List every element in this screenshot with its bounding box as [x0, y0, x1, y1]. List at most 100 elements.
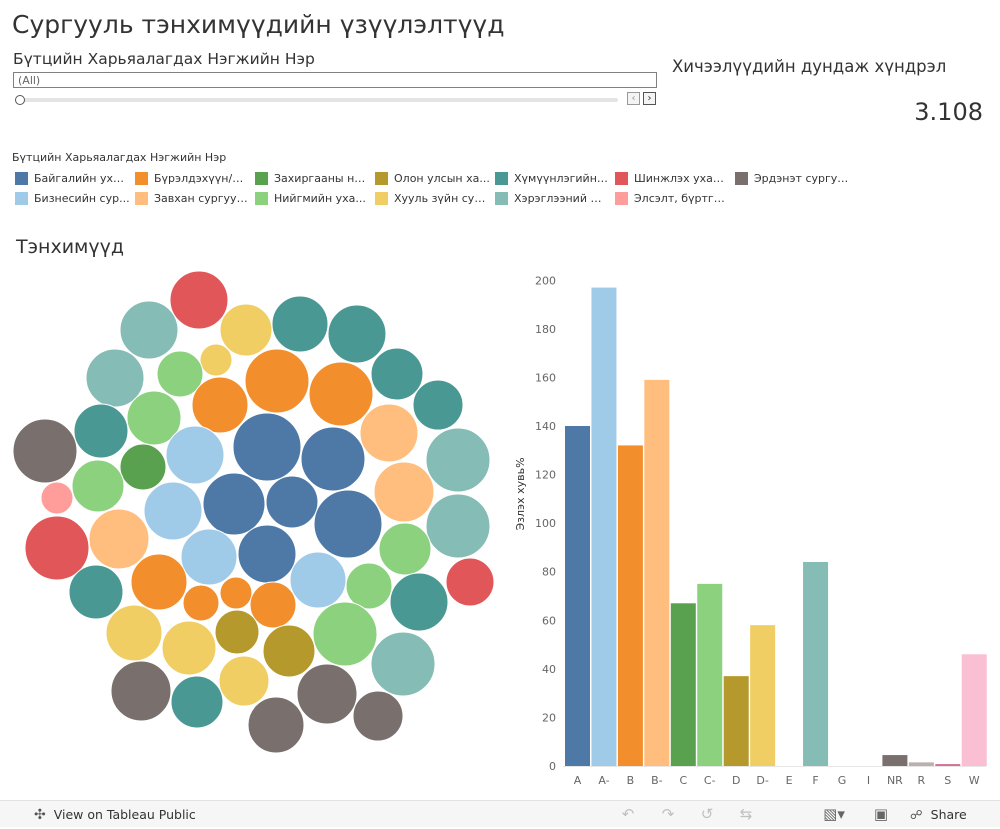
- department-bubble[interactable]: [88, 508, 150, 570]
- department-bubble[interactable]: [170, 675, 224, 729]
- download-icon[interactable]: ▧▾: [823, 805, 845, 823]
- redo-icon[interactable]: ↷: [661, 805, 675, 823]
- department-bubble[interactable]: [130, 553, 188, 611]
- grade-bar-chart[interactable]: Эзлэх хувь% 0 20 40 60 80 100 120 140 160 180 200 A A…: [505, 228, 1000, 796]
- bar[interactable]: [617, 445, 643, 766]
- department-bubble[interactable]: [425, 493, 491, 559]
- department-bubble[interactable]: [85, 348, 145, 408]
- department-bubble[interactable]: [161, 620, 217, 676]
- legend-item[interactable]: Олон улсын ха...: [375, 171, 493, 187]
- slider-prev-button[interactable]: ‹: [627, 92, 640, 105]
- department-bubble[interactable]: [219, 576, 253, 610]
- department-bubble[interactable]: [180, 528, 238, 586]
- view-on-tableau-link[interactable]: ✣ View on Tableau Public: [34, 801, 196, 828]
- legend-item[interactable]: Элсэлт, бүртгэ...: [615, 191, 733, 207]
- legend-item[interactable]: Завхан сургууль: [135, 191, 253, 207]
- fullscreen-icon[interactable]: ▣: [873, 805, 889, 823]
- department-bubble[interactable]: [308, 361, 374, 427]
- department-bubble[interactable]: [40, 481, 74, 515]
- bar[interactable]: [961, 654, 987, 766]
- department-bubble[interactable]: [247, 696, 305, 754]
- bar[interactable]: [670, 603, 696, 766]
- filter-slider-track[interactable]: [18, 98, 618, 102]
- department-bubble[interactable]: [219, 303, 273, 357]
- bar[interactable]: [750, 625, 776, 766]
- department-bubble[interactable]: [289, 551, 347, 609]
- bar[interactable]: [882, 755, 908, 766]
- department-bubble[interactable]: [370, 347, 424, 401]
- department-bubble[interactable]: [425, 427, 491, 493]
- department-bubble[interactable]: [244, 348, 310, 414]
- department-bubble[interactable]: [165, 425, 225, 485]
- department-bubble[interactable]: [300, 426, 366, 492]
- department-bubble[interactable]: [24, 515, 90, 581]
- department-bubble[interactable]: [126, 390, 182, 446]
- department-bubble[interactable]: [378, 522, 432, 576]
- legend-item[interactable]: Бизнесийн сур...: [15, 191, 133, 207]
- department-bubble[interactable]: [232, 412, 302, 482]
- filter-slider-handle[interactable]: [15, 95, 25, 105]
- department-bubble[interactable]: [71, 459, 125, 513]
- revert-icon[interactable]: ↺: [700, 805, 714, 823]
- bar[interactable]: [644, 379, 670, 766]
- legend-item[interactable]: Хүмүүнлэгийн ...: [495, 171, 613, 187]
- share-button[interactable]: ☍ Share: [910, 801, 967, 828]
- legend-item[interactable]: Эрдэнэт сургуу...: [735, 171, 853, 187]
- department-bubble[interactable]: [249, 581, 297, 629]
- bar[interactable]: [565, 426, 590, 766]
- department-filter-dropdown[interactable]: (All): [13, 72, 657, 88]
- department-bubble[interactable]: [119, 300, 179, 360]
- department-bubble[interactable]: [202, 472, 266, 536]
- department-bubble-chart[interactable]: [0, 260, 505, 760]
- undo-icon[interactable]: ↶: [621, 805, 635, 823]
- department-bubble[interactable]: [214, 609, 260, 655]
- department-bubble[interactable]: [296, 663, 358, 725]
- bar[interactable]: [935, 764, 961, 766]
- department-bubble[interactable]: [327, 304, 387, 364]
- department-bubble[interactable]: [373, 461, 435, 523]
- department-bubble[interactable]: [119, 443, 167, 491]
- department-bubble[interactable]: [68, 564, 124, 620]
- refresh-icon[interactable]: ⇆: [739, 805, 753, 823]
- department-bubble[interactable]: [143, 481, 203, 541]
- bar[interactable]: [908, 762, 934, 766]
- department-bubble[interactable]: [445, 557, 495, 607]
- legend-item[interactable]: Хууль зүйн сур...: [375, 191, 493, 207]
- legend-swatch: [615, 192, 628, 205]
- department-bubble[interactable]: [352, 690, 404, 742]
- legend-item[interactable]: Нийгмийн уха...: [255, 191, 373, 207]
- department-bubble[interactable]: [218, 655, 270, 707]
- department-bubble[interactable]: [389, 572, 449, 632]
- bar[interactable]: [697, 583, 723, 766]
- department-bubble[interactable]: [105, 604, 163, 662]
- legend-item[interactable]: Захиргааны нэ...: [255, 171, 373, 187]
- slider-next-button[interactable]: ›: [643, 92, 656, 105]
- department-bubble[interactable]: [199, 343, 233, 377]
- department-bubble[interactable]: [110, 660, 172, 722]
- dashboard-title: Сургууль тэнхимүүдийн үзүүлэлтүүд: [12, 10, 505, 39]
- department-bubble[interactable]: [370, 631, 436, 697]
- legend-item[interactable]: Шинжлэх ухаа...: [615, 171, 733, 187]
- department-bubble[interactable]: [312, 601, 378, 667]
- department-bubble[interactable]: [182, 584, 220, 622]
- legend-title: Бүтцийн Харьяалагдах Нэгжийн Нэр: [12, 151, 227, 164]
- bar[interactable]: [591, 287, 617, 766]
- department-bubble[interactable]: [271, 295, 329, 353]
- department-bubble[interactable]: [156, 350, 204, 398]
- department-bubble[interactable]: [313, 489, 383, 559]
- department-bubble[interactable]: [73, 403, 129, 459]
- department-bubble[interactable]: [345, 562, 393, 610]
- department-bubble[interactable]: [237, 524, 297, 584]
- department-bubble[interactable]: [169, 270, 229, 330]
- legend-item[interactable]: Бүрэлдэхүүн/С...: [135, 171, 253, 187]
- department-bubble[interactable]: [412, 379, 464, 431]
- bar[interactable]: [723, 676, 749, 766]
- department-bubble[interactable]: [359, 403, 419, 463]
- legend-item[interactable]: Хэрэглээний ш...: [495, 191, 613, 207]
- department-bubble[interactable]: [262, 624, 316, 678]
- bar[interactable]: [803, 562, 829, 766]
- department-bubble[interactable]: [265, 475, 319, 529]
- department-bubble[interactable]: [191, 376, 249, 434]
- department-bubble[interactable]: [12, 418, 78, 484]
- legend-item[interactable]: Байгалийн уха...: [15, 171, 133, 187]
